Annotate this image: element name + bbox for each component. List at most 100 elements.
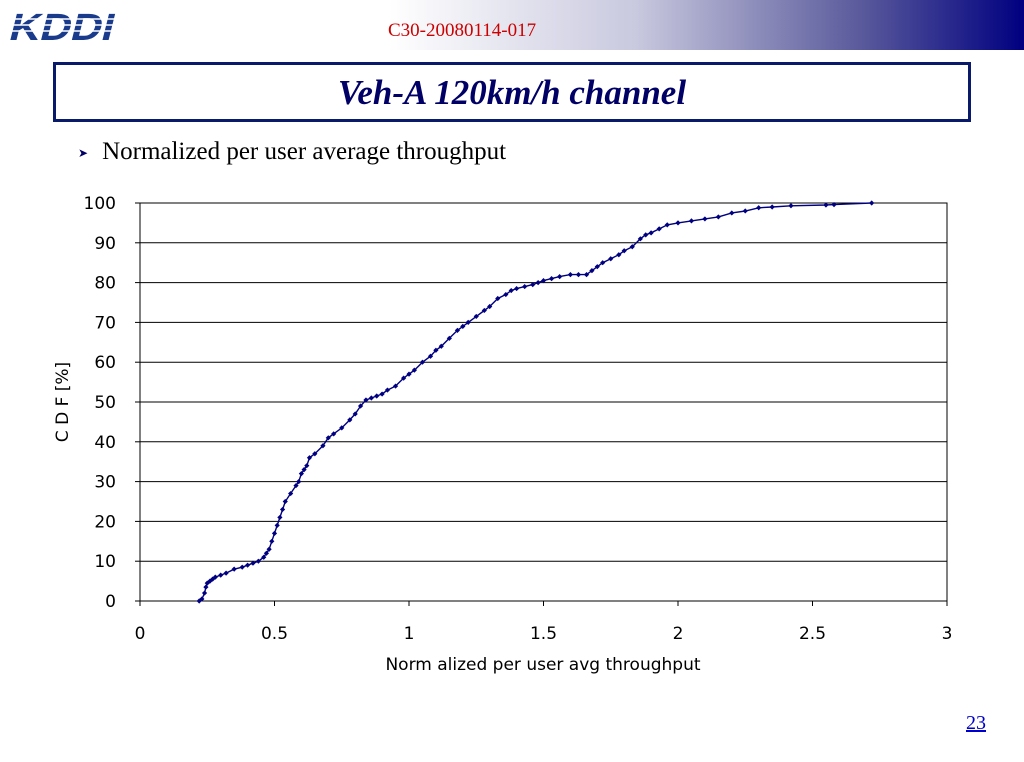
data-point: [401, 375, 407, 381]
data-point: [540, 278, 547, 284]
data-point: [557, 274, 563, 280]
y-tick-label: 90: [94, 234, 116, 254]
data-point: [204, 580, 210, 586]
data-point: [454, 327, 461, 333]
data-point: [312, 451, 318, 457]
data-point: [320, 443, 326, 449]
x-tick-label: 1.5: [530, 624, 557, 644]
data-point: [503, 291, 509, 298]
data-point: [293, 482, 299, 489]
y-tick-label: 80: [94, 274, 116, 294]
x-tick-label: 2.5: [799, 624, 826, 644]
data-point: [742, 208, 748, 214]
data-point: [368, 395, 374, 401]
data-point: [282, 498, 288, 505]
data-point: [656, 226, 662, 232]
data-point: [255, 558, 261, 564]
data-point: [530, 281, 536, 288]
y-tick-label: 60: [94, 353, 116, 373]
data-point: [231, 566, 237, 572]
data-point: [250, 560, 256, 566]
data-point: [514, 285, 520, 292]
x-tick-label: 1: [404, 624, 415, 644]
data-point: [304, 463, 310, 469]
data-point: [298, 471, 304, 477]
data-point: [269, 538, 275, 544]
data-point: [212, 574, 218, 580]
slide-title: Veh-A 120km/h channel: [337, 73, 687, 112]
data-point: [589, 268, 595, 274]
data-point: [419, 359, 426, 365]
page-number[interactable]: 23: [966, 712, 986, 734]
data-point: [548, 276, 555, 282]
data-point: [339, 425, 345, 431]
data-point: [274, 522, 280, 528]
data-point: [465, 319, 471, 325]
data-point: [522, 283, 528, 290]
arrowhead-bullet-icon: ➤: [78, 145, 89, 160]
data-point: [203, 584, 209, 590]
data-point: [279, 506, 286, 513]
data-point: [756, 205, 762, 211]
data-point: [460, 323, 466, 329]
data-point: [664, 222, 670, 228]
data-point: [869, 200, 875, 206]
data-point: [261, 554, 267, 560]
data-point: [788, 203, 794, 209]
data-point: [643, 232, 649, 238]
data-point: [306, 455, 313, 461]
header-bar: KDDI C30-20080114-017: [0, 0, 1024, 50]
data-point: [473, 313, 479, 320]
x-tick-label: 2: [673, 624, 684, 644]
title-box: Veh-A 120km/h channel: [53, 62, 971, 122]
data-point: [406, 371, 412, 377]
data-point: [702, 216, 708, 222]
bullet-text: Normalized per user average throughput: [102, 138, 507, 165]
data-point: [446, 335, 452, 341]
data-point: [621, 248, 627, 254]
data-point: [352, 411, 358, 417]
data-point: [363, 397, 369, 403]
data-point: [495, 295, 501, 302]
kddi-logo-text: KDDI: [5, 7, 120, 46]
data-point: [271, 530, 278, 536]
data-point: [201, 590, 208, 596]
x-tick-label: 3: [942, 624, 953, 644]
data-point: [616, 252, 622, 258]
data-point: [567, 272, 573, 278]
data-point: [648, 230, 654, 236]
x-tick-label: 0.5: [261, 624, 288, 644]
data-point: [392, 383, 399, 389]
data-point: [301, 467, 307, 473]
data-point: [384, 387, 391, 393]
kddi-logo: KDDI: [4, 7, 122, 46]
data-point: [218, 572, 224, 578]
data-point: [245, 562, 251, 568]
data-point: [715, 214, 721, 220]
data-point: [600, 260, 606, 266]
data-point: [331, 431, 337, 437]
grid-lines: [140, 242, 947, 562]
data-point: [427, 353, 434, 359]
data-point: [288, 490, 294, 497]
data-point: [823, 202, 829, 208]
y-tick-label: 70: [94, 313, 116, 333]
data-point: [688, 218, 695, 224]
data-point: [296, 479, 302, 485]
y-tick-label: 10: [94, 552, 116, 572]
data-point: [629, 244, 635, 250]
data-point: [411, 367, 417, 373]
y-tick-label: 40: [94, 433, 116, 453]
data-point: [266, 546, 272, 552]
data-point: [675, 220, 681, 226]
bullet-item: ➤ Normalized per user average throughput: [78, 138, 506, 166]
document-id: C30-20080114-017: [388, 20, 537, 41]
y-tick-label: 20: [94, 512, 116, 532]
data-point: [575, 272, 582, 278]
data-point: [535, 280, 541, 286]
data-point: [239, 564, 245, 570]
x-axis-ticks: 0 0.5 1 1.5 2 2.5 3: [135, 601, 953, 644]
data-point: [769, 204, 775, 210]
data-point: [729, 210, 735, 216]
data-point: [223, 570, 229, 576]
